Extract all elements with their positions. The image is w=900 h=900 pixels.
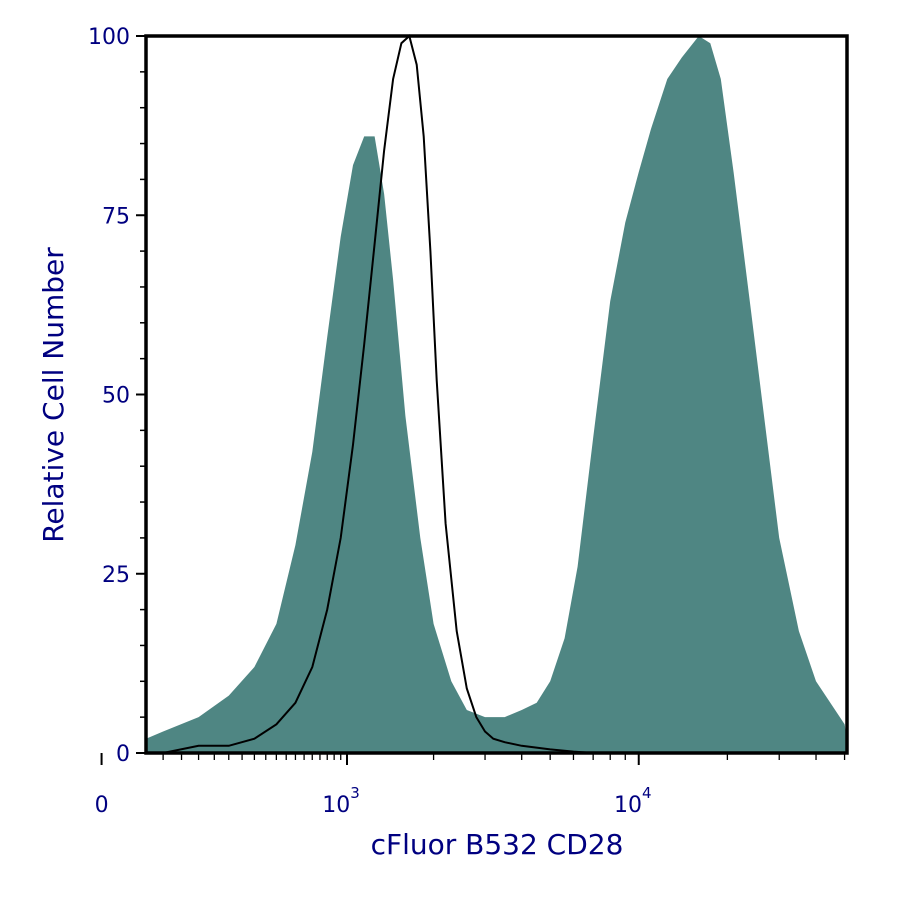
y-tick-label: 50 — [102, 384, 130, 409]
x-tick-label: 103 — [322, 784, 360, 818]
y-axis-title: Relative Cell Number — [37, 247, 70, 543]
filled-histogram-series — [146, 36, 847, 753]
plot-frame — [144, 34, 849, 755]
y-tick-label: 100 — [88, 25, 130, 50]
plot-data-layer — [146, 34, 847, 754]
x-tick-label: 104 — [614, 784, 652, 818]
x-axis-title: cFluor B532 CD28 — [371, 828, 624, 861]
x-tick-exponent: 4 — [642, 784, 652, 802]
x-tick-exponent: 3 — [350, 784, 360, 802]
x-tick-label: 0 — [95, 793, 109, 818]
y-tick-label: 75 — [102, 204, 130, 229]
y-tick-label: 25 — [102, 563, 130, 588]
y-tick-label: 0 — [116, 742, 130, 767]
